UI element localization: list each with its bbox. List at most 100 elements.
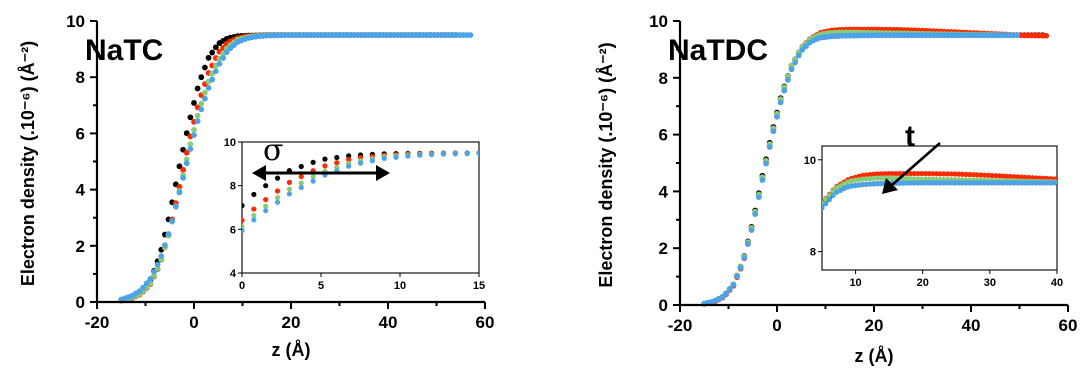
natdc-inset-point-s3 bbox=[830, 192, 836, 199]
natdc-inset-point-s3 bbox=[967, 180, 973, 186]
natdc-inset-point-s1 bbox=[985, 172, 991, 178]
natc-inset-point-s2 bbox=[242, 224, 245, 230]
natdc-inset-point-s2 bbox=[860, 176, 866, 182]
natdc-inset-y-tick-label: 10 bbox=[804, 155, 816, 167]
natc-inset-point-s3 bbox=[263, 208, 269, 214]
natdc-inset-point-s3 bbox=[1044, 180, 1050, 186]
natdc-point-s3 bbox=[792, 59, 799, 66]
natdc-inset-point-s2 bbox=[871, 175, 877, 181]
natc-inset-point-s0 bbox=[334, 154, 340, 161]
natc-inset-point-s2 bbox=[274, 195, 281, 201]
natc-point-s3 bbox=[194, 118, 201, 125]
natdc-inset-point-s3 bbox=[937, 180, 943, 186]
natc-point-s3 bbox=[136, 288, 143, 295]
natdc-inset-point-s1 bbox=[1026, 174, 1032, 181]
natdc-inset-point-s3 bbox=[922, 180, 929, 186]
natdc-inset-point-s3 bbox=[989, 180, 995, 186]
natc-x-tick-label: 40 bbox=[379, 313, 398, 332]
natc-inset-x-tick-label: 15 bbox=[473, 280, 485, 292]
natc-inset-point-s0 bbox=[310, 159, 316, 166]
natdc-inset-point-s3 bbox=[826, 197, 832, 203]
natc-inset-point-s1 bbox=[274, 188, 281, 194]
natc-x-tick-label: 0 bbox=[189, 313, 198, 332]
natc-point-s3 bbox=[143, 280, 150, 287]
natdc-point-s3 bbox=[799, 46, 806, 53]
natdc-inset-point-s1 bbox=[930, 171, 936, 177]
natdc-inset-y-tick-label: 8 bbox=[810, 247, 816, 259]
natc-point-s3 bbox=[220, 55, 227, 61]
natc-inset: 0 5 10 15 4 6 8 10 bbox=[224, 137, 485, 292]
natc-y-tick-label: 8 bbox=[76, 68, 85, 87]
natc-point-s2 bbox=[198, 100, 205, 107]
natdc-inset-point-s3 bbox=[948, 180, 954, 186]
natc-main-series bbox=[118, 32, 474, 304]
natdc-inset-point-s1 bbox=[874, 171, 880, 177]
natdc-inset-point-s1 bbox=[908, 170, 914, 177]
natdc-inset-point-s1 bbox=[952, 171, 958, 177]
natc-inset-point-s3 bbox=[286, 191, 292, 197]
natdc-inset-frame bbox=[821, 145, 1058, 271]
natc-point-s1 bbox=[183, 149, 190, 156]
natc-inset-point-s3 bbox=[429, 152, 435, 158]
t-arrow-head bbox=[882, 178, 898, 194]
natc-inset-point-s3 bbox=[298, 184, 304, 191]
natc-inset-point-s0 bbox=[322, 156, 328, 162]
natdc-inset-point-s2 bbox=[911, 176, 917, 182]
natdc-inset-point-s3 bbox=[860, 181, 866, 188]
natdc-point-s3 bbox=[759, 177, 766, 183]
natc-x-tick-label: 60 bbox=[476, 313, 495, 332]
natdc-inset-point-s3 bbox=[944, 180, 951, 186]
natdc-inset-point-s1 bbox=[882, 171, 888, 177]
natdc-y-tick-label: 0 bbox=[659, 296, 668, 315]
natc-y-tick-label: 10 bbox=[66, 12, 85, 31]
natdc-inset-point-s3 bbox=[1022, 180, 1028, 186]
natdc-inset-point-s2 bbox=[878, 175, 884, 181]
natdc-point-s3 bbox=[777, 99, 784, 106]
natdc-point-s3 bbox=[741, 254, 748, 261]
natdc-point-s3 bbox=[763, 160, 769, 167]
natc-point-s3 bbox=[147, 276, 154, 282]
natc-point-s3 bbox=[172, 203, 179, 210]
natdc-y-tick-label: 4 bbox=[659, 182, 669, 201]
t-symbol: t bbox=[905, 120, 915, 153]
natdc-inset-point-s3 bbox=[1026, 180, 1032, 186]
natc-y-tick-label: 2 bbox=[76, 237, 85, 256]
natdc-inset-point-s1 bbox=[981, 172, 988, 178]
natdc-inset-point-s1 bbox=[915, 170, 921, 177]
natdc-t-annotation: t bbox=[882, 120, 941, 194]
natc-point-s2 bbox=[202, 89, 208, 96]
natdc-y-tick-label: 2 bbox=[659, 239, 668, 258]
natc-inset-point-s1 bbox=[346, 157, 352, 163]
natc-inset-point-s1 bbox=[286, 179, 292, 185]
natdc-inset-point-s2 bbox=[863, 176, 869, 182]
natc-inset-point-s0 bbox=[242, 203, 245, 209]
natdc-point-s3 bbox=[795, 52, 802, 59]
natdc-inset-point-s1 bbox=[948, 171, 954, 177]
natdc-inset-point-s1 bbox=[963, 171, 969, 178]
natc-point-s3 bbox=[162, 242, 168, 249]
sigma-arrow-left-head bbox=[252, 165, 266, 181]
natdc-point-s3 bbox=[774, 113, 780, 120]
natdc-inset-point-s3 bbox=[1029, 180, 1036, 186]
natc-sigma-annotation: σ bbox=[252, 133, 390, 181]
natdc-inset-point-s1 bbox=[937, 171, 943, 177]
natc-point-s3 bbox=[209, 76, 216, 83]
natc-inset-point-s0 bbox=[263, 183, 269, 189]
natdc-inset-point-s3 bbox=[981, 180, 988, 186]
natdc-inset-point-s2 bbox=[904, 176, 910, 182]
natdc-inset-point-s1 bbox=[967, 171, 973, 178]
natc-point-s0 bbox=[212, 44, 219, 51]
natc-inset-point-s3 bbox=[464, 151, 470, 157]
natc-point-s0 bbox=[209, 49, 216, 56]
natdc-inset-point-s3 bbox=[878, 180, 884, 187]
natdc-inset-point-s1 bbox=[996, 173, 1002, 179]
natc-y-axis-label: Electron density (.10⁻⁶) (Å⁻²) bbox=[18, 41, 38, 286]
natc-inset-point-s2 bbox=[286, 186, 292, 192]
natc-point-s2 bbox=[194, 112, 201, 119]
natc-inset-point-s1 bbox=[242, 217, 245, 223]
natdc-point-s3 bbox=[723, 290, 729, 297]
natdc-point-s3 bbox=[785, 77, 791, 83]
natdc-inset-point-s3 bbox=[911, 180, 917, 186]
natc-point-s0 bbox=[187, 114, 194, 121]
